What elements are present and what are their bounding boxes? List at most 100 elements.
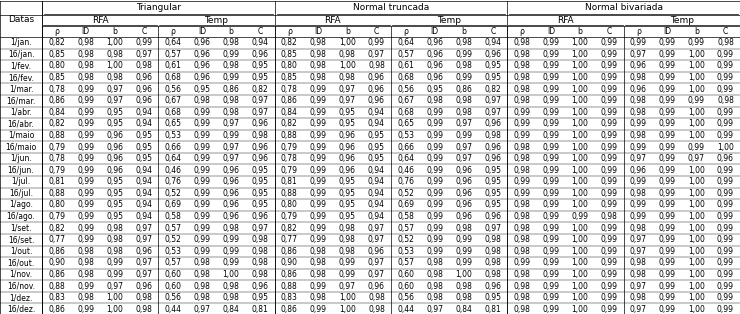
Text: 0,96: 0,96 [455,189,472,198]
Text: 0,99: 0,99 [601,189,618,198]
Text: 0,53: 0,53 [164,247,181,256]
Text: 0,96: 0,96 [107,154,123,163]
Text: 0,99: 0,99 [659,247,676,256]
Text: 0,58: 0,58 [397,212,414,221]
Text: 0,94: 0,94 [368,200,385,209]
Text: 0,85: 0,85 [280,73,297,82]
Text: 0,46: 0,46 [164,166,181,175]
Text: 0,99: 0,99 [426,166,443,175]
Text: 0,98: 0,98 [339,224,356,233]
Text: 0,53: 0,53 [397,247,414,256]
Text: 0,99: 0,99 [601,282,618,290]
Text: 1,00: 1,00 [339,62,356,70]
Text: 1/ago.: 1/ago. [9,200,33,209]
Text: 0,97: 0,97 [455,154,472,163]
Text: 0,99: 0,99 [659,73,676,82]
Text: 0,95: 0,95 [339,108,356,117]
Text: 1/fev.: 1/fev. [10,62,32,70]
Text: 0,96: 0,96 [484,50,501,59]
Text: 0,99: 0,99 [455,50,472,59]
Text: 0,99: 0,99 [310,235,327,244]
Text: 0,99: 0,99 [542,85,559,94]
Text: 0,96: 0,96 [252,143,269,152]
Text: 0,99: 0,99 [542,166,559,175]
Text: 0,82: 0,82 [48,38,65,47]
Text: 0,99: 0,99 [630,38,647,47]
Text: 0,97: 0,97 [135,270,152,279]
Text: 0,95: 0,95 [426,85,443,94]
Text: 0,99: 0,99 [659,293,676,302]
Text: 0,99: 0,99 [601,119,618,128]
Text: 0,98: 0,98 [514,305,531,314]
Text: 16/fev.: 16/fev. [8,73,34,82]
Text: 0,99: 0,99 [659,189,676,198]
Text: 0,68: 0,68 [164,108,181,117]
Text: 0,98: 0,98 [310,247,327,256]
Text: 0,96: 0,96 [193,38,210,47]
Text: 0,57: 0,57 [397,224,414,233]
Text: 0,98: 0,98 [77,38,94,47]
Text: ID: ID [431,27,439,36]
Text: 0,96: 0,96 [193,73,210,82]
Text: 0,99: 0,99 [601,305,618,314]
Text: ρ: ρ [170,27,175,36]
Text: 0,86: 0,86 [455,85,472,94]
Text: 0,52: 0,52 [397,235,414,244]
Text: 0,97: 0,97 [484,224,501,233]
Text: 0,99: 0,99 [193,108,210,117]
Text: 16/nov.: 16/nov. [7,282,35,290]
Text: Temp: Temp [437,16,461,25]
Text: 1,00: 1,00 [571,119,588,128]
Text: 0,98: 0,98 [252,131,269,140]
Text: 1,00: 1,00 [571,200,588,209]
Text: 0,99: 0,99 [514,108,531,117]
Text: 0,99: 0,99 [77,224,94,233]
Text: ρ: ρ [403,27,408,36]
Text: 0,97: 0,97 [368,270,385,279]
Text: 0,57: 0,57 [164,258,181,268]
Text: 0,97: 0,97 [339,96,356,105]
Text: 0,95: 0,95 [252,62,269,70]
Text: 0,99: 0,99 [717,50,734,59]
Text: 0,99: 0,99 [77,143,94,152]
Text: 0,96: 0,96 [135,282,152,290]
Text: 0,99: 0,99 [601,96,618,105]
Text: 0,86: 0,86 [48,247,65,256]
Text: 0,82: 0,82 [48,224,65,233]
Text: 0,98: 0,98 [194,258,210,268]
Text: 0,96: 0,96 [339,131,356,140]
Text: 0,96: 0,96 [484,143,501,152]
Text: 0,99: 0,99 [193,154,210,163]
Text: 1,00: 1,00 [688,189,704,198]
Text: 1,00: 1,00 [688,73,704,82]
Text: 0,98: 0,98 [485,258,501,268]
Text: 0,84: 0,84 [280,108,297,117]
Text: 0,99: 0,99 [542,62,559,70]
Text: 0,98: 0,98 [426,282,443,290]
Text: 0,60: 0,60 [397,282,414,290]
Text: 0,96: 0,96 [223,189,240,198]
Text: 0,77: 0,77 [280,235,297,244]
Text: 0,98: 0,98 [514,143,531,152]
Text: b: b [578,27,582,36]
Text: 1,00: 1,00 [571,258,588,268]
Text: ID: ID [663,27,671,36]
Text: Normal bivariada: Normal bivariada [585,3,662,13]
Text: 0,99: 0,99 [223,50,240,59]
Text: 0,97: 0,97 [135,50,152,59]
Text: 0,98: 0,98 [194,96,210,105]
Text: 0,99: 0,99 [310,119,327,128]
Text: 0,83: 0,83 [48,293,65,302]
Text: 0,99: 0,99 [455,131,472,140]
Text: 0,97: 0,97 [223,143,240,152]
Text: 0,99: 0,99 [193,200,210,209]
Text: 0,99: 0,99 [77,177,94,186]
Text: 0,99: 0,99 [310,166,327,175]
Text: 0,99: 0,99 [659,258,676,268]
Text: 0,99: 0,99 [659,108,676,117]
Text: 0,95: 0,95 [107,189,123,198]
Text: 0,97: 0,97 [135,224,152,233]
Text: 0,96: 0,96 [368,96,385,105]
Text: 1,00: 1,00 [688,235,704,244]
Text: 0,98: 0,98 [252,247,269,256]
